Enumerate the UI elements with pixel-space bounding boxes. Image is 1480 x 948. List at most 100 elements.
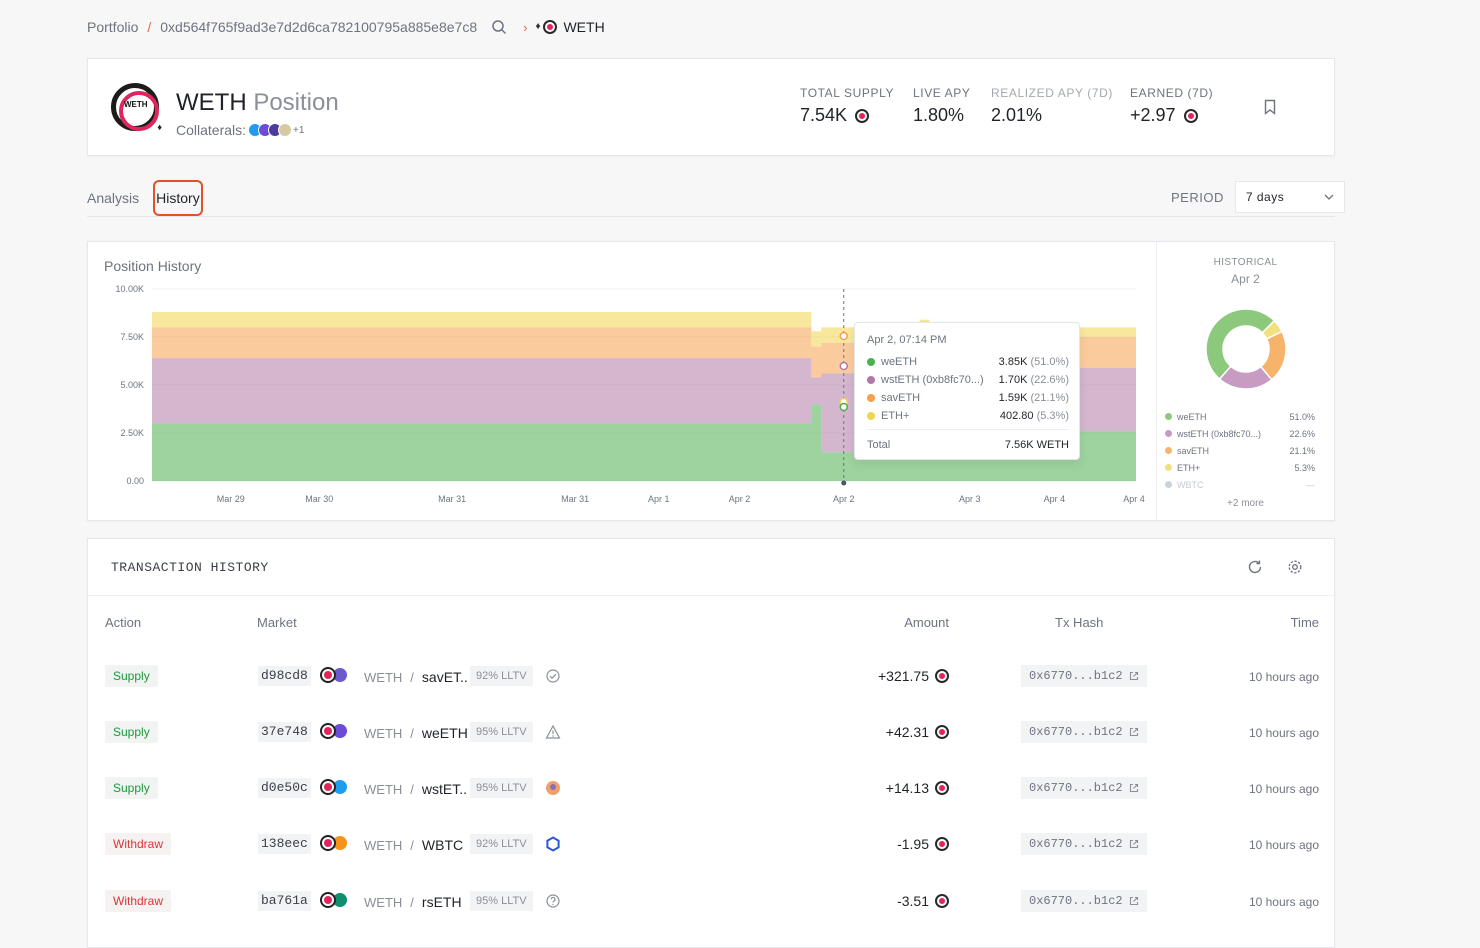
amount-value: +14.13 <box>886 780 949 796</box>
tooltip-row: savETH 1.59K (21.1%) <box>867 392 1069 404</box>
market-id-link[interactable]: d0e50c <box>258 778 311 798</box>
legend-percent: — <box>1306 480 1315 490</box>
chevron-right-icon: › <box>523 19 528 35</box>
breadcrumb-portfolio-link[interactable]: Portfolio <box>87 19 139 35</box>
y-tick-label: 2.50K <box>120 428 144 438</box>
historical-donut-chart <box>1205 308 1287 390</box>
collateral-token: savET.. <box>421 669 468 685</box>
historical-date: Apr 2 <box>1231 272 1260 286</box>
x-tick-label: Apr 1 <box>648 494 670 504</box>
x-tick-label: Apr 2 <box>729 494 751 504</box>
table-row[interactable]: Supply d98cd8 WETH / savET.. 92% LLTV +321.75 0… <box>88 655 1334 695</box>
tx-hash-link[interactable]: 0x6770...b1c2 <box>1021 833 1147 855</box>
x-tick-label: Apr 4 <box>1123 494 1145 504</box>
oracle-avatar-icon[interactable] <box>545 780 561 796</box>
loan-token: WETH <box>364 781 403 797</box>
external-link-icon <box>1129 896 1138 906</box>
legend-name: savETH <box>1177 446 1210 456</box>
table-row[interactable]: Supply 37e748 WETH / weETH 95% LLTV +42.31 0x67… <box>88 711 1334 751</box>
market-id-link[interactable]: d98cd8 <box>258 666 311 686</box>
tx-hash-link[interactable]: 0x6770...b1c2 <box>1021 890 1147 912</box>
tooltip-row: wstETH (0xb8fc70...) 1.70K (22.6%) <box>867 374 1069 386</box>
historical-legend-item: wstETH (0xb8fc70...) 22.6% <box>1165 429 1315 439</box>
crosshair-point <box>839 402 849 412</box>
collateral-token: WBTC <box>421 837 464 853</box>
tx-hash-link[interactable]: 0x6770...b1c2 <box>1021 721 1147 743</box>
market-name[interactable]: WETH / weETH <box>364 725 468 741</box>
market-pair-icons <box>320 723 348 739</box>
stat-total-supply: TOTAL SUPPLY 7.54K <box>800 86 895 125</box>
bookmark-icon[interactable] <box>1264 99 1276 115</box>
market-pair-icons <box>320 779 348 795</box>
table-row[interactable]: Supply d0e50c WETH / wstET.. 95% LLTV +14.13 0x… <box>88 767 1334 807</box>
weth-token-icon <box>935 669 949 683</box>
action-badge: Withdraw <box>105 833 172 855</box>
amount-value: -1.95 <box>897 836 949 852</box>
weth-token-icon <box>320 723 336 739</box>
tooltip-series-name: ETH+ <box>881 410 910 422</box>
loan-token: WETH <box>364 837 403 853</box>
table-row[interactable]: Withdraw ba761a WETH / rsETH 95% LLTV -3.51 0x6… <box>88 880 1334 920</box>
loan-token: WETH <box>364 894 403 910</box>
column-header-amount: Amount <box>904 615 949 630</box>
historical-legend-item: ETH+ 5.3% <box>1165 463 1315 473</box>
weth-token-icon <box>935 725 949 739</box>
historical-legend-item: weETH 51.0% <box>1165 412 1315 422</box>
market-id-link[interactable]: 37e748 <box>258 722 311 742</box>
legend-percent: 22.6% <box>1289 429 1315 439</box>
refresh-icon[interactable] <box>1247 559 1263 575</box>
oracle-chainlink-icon[interactable] <box>545 836 561 852</box>
transaction-history-title: TRANSACTION HISTORY <box>111 560 269 575</box>
weth-token-icon <box>320 892 336 908</box>
market-name[interactable]: WETH / savET.. <box>364 669 468 685</box>
collaterals-more[interactable]: +1 <box>293 124 305 136</box>
oracle-check-icon[interactable] <box>545 668 561 684</box>
position-history-card: Position History 0.00 2.50K 5.00K 7.50K 10.0… <box>87 241 1335 521</box>
tab-bar: Analysis History <box>87 180 217 216</box>
donut-slice <box>1205 308 1276 381</box>
market-name[interactable]: WETH / wstET.. <box>364 781 468 797</box>
action-badge: Withdraw <box>105 890 172 912</box>
lltv-badge: 95% LLTV <box>470 778 533 798</box>
y-tick-label: 7.50K <box>120 332 144 342</box>
search-icon[interactable] <box>491 19 507 35</box>
tx-hash-link[interactable]: 0x6770...b1c2 <box>1021 777 1147 799</box>
period-selector: PERIOD 7 days <box>1171 181 1345 213</box>
oracle-warning-icon[interactable] <box>545 724 561 740</box>
legend-dot <box>1165 413 1172 420</box>
market-id-link[interactable]: ba761a <box>258 891 311 911</box>
time-value: 10 hours ago <box>1248 726 1319 740</box>
amount-value: -3.51 <box>897 893 949 909</box>
chevron-down-icon <box>1324 194 1334 200</box>
tab-analysis[interactable]: Analysis <box>87 190 140 206</box>
tooltip-dot <box>867 358 875 366</box>
period-dropdown[interactable]: 7 days <box>1234 181 1345 213</box>
market-pair-icons <box>320 835 348 851</box>
period-label: PERIOD <box>1171 189 1224 205</box>
breadcrumb-address-link[interactable]: 0xd564f765f9ad3e7d2d6ca782100795a885e8e7… <box>160 19 478 35</box>
legend-name: ETH+ <box>1177 463 1201 473</box>
tx-hash-link[interactable]: 0x6770...b1c2 <box>1021 665 1147 687</box>
y-tick-label: 5.00K <box>120 380 144 390</box>
market-pair-icons <box>320 667 348 683</box>
tab-history[interactable]: History <box>153 180 203 216</box>
collateral-icons[interactable] <box>248 123 293 137</box>
market-name[interactable]: WETH / WBTC <box>364 837 464 853</box>
crosshair-point <box>839 361 849 371</box>
x-tick-label: Apr 3 <box>959 494 981 504</box>
table-row[interactable]: Withdraw 138eec WETH / WBTC 92% LLTV -1.95 0x67… <box>88 823 1334 863</box>
tab-divider <box>87 216 1335 217</box>
x-tick-label: Mar 31 <box>438 494 466 504</box>
position-header-card: WETH ♦ WETH Position Collaterals: +1 TOTA… <box>87 58 1335 156</box>
x-tick-label: Mar 30 <box>305 494 333 504</box>
historical-more-link[interactable]: +2 more <box>1227 498 1264 509</box>
weth-token-icon <box>935 781 949 795</box>
amount-value: +321.75 <box>878 668 949 684</box>
external-link-icon <box>1129 727 1138 737</box>
oracle-question-icon[interactable] <box>545 893 561 909</box>
lltv-badge: 95% LLTV <box>470 722 533 742</box>
market-name[interactable]: WETH / rsETH <box>364 894 462 910</box>
market-id-link[interactable]: 138eec <box>258 834 311 854</box>
gear-icon[interactable] <box>1287 559 1303 575</box>
legend-dot <box>1165 447 1172 454</box>
